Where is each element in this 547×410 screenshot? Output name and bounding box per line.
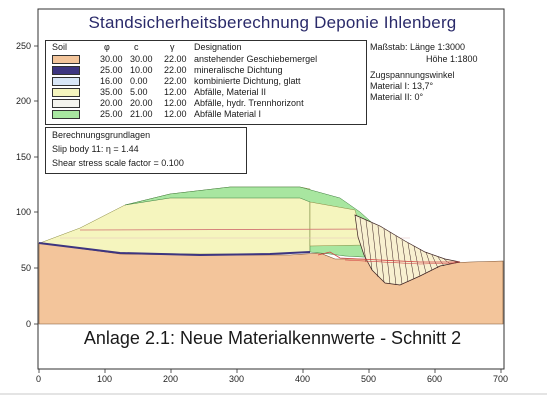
x-tick-label: 700 <box>493 374 509 384</box>
red-slip-line-2 <box>344 259 456 265</box>
y-tick-label: 150 <box>16 152 32 162</box>
legend-gamma: 22.00 <box>164 65 187 75</box>
legend-designation: anstehender Geschiebemergel <box>194 54 318 64</box>
legend-swatch <box>52 66 80 75</box>
legend-swatch <box>52 88 80 97</box>
legend-designation: Abfälle, Material II <box>194 87 267 97</box>
legend-designation: mineralische Dichtung <box>194 65 283 75</box>
mineral-seal <box>38 242 311 257</box>
legend-c: 20.00 <box>130 98 153 108</box>
legend-designation: Abfälle Material I <box>194 109 262 119</box>
legend-gamma: 12.00 <box>164 87 187 97</box>
soil-legend: Soil φ c γ Designation 30.00 30.00 22.00 an… <box>45 40 367 125</box>
x-tick-label: 0 <box>36 374 42 384</box>
tension-line-1: Material I: 13,7° <box>370 81 434 91</box>
basis-scale-factor: Shear stress scale factor = 0.100 <box>52 158 184 168</box>
legend-header-c: c <box>134 42 139 52</box>
legend-header-soil: Soil <box>52 42 68 52</box>
scale-line-1: Maßstab: Länge 1:3000 <box>370 42 466 52</box>
x-tick-label: 200 <box>163 374 179 384</box>
y-tick-label: 50 <box>21 263 32 273</box>
scale-line-2: Höhe 1:1800 <box>426 54 478 64</box>
separation-line <box>79 228 381 231</box>
figure-caption: Anlage 2.1: Neue Materialkennwerte - Sch… <box>83 328 462 348</box>
tension-line-2: Material II: 0° <box>370 92 424 102</box>
legend-swatch <box>52 99 80 108</box>
legend-phi: 16.00 <box>100 76 123 86</box>
legend-c: 30.00 <box>130 54 153 64</box>
basis-slip-body: Slip body 11: η = 1.44 <box>52 144 139 154</box>
basis-title: Berechnungsgrundlagen <box>52 130 151 140</box>
legend-phi: 35.00 <box>100 87 123 97</box>
legend-header-phi: φ <box>104 42 110 52</box>
red-slip-line <box>317 251 460 263</box>
legend-c: 5.00 <box>130 87 148 97</box>
legend-phi: 20.00 <box>100 98 123 108</box>
x-tick-label: 400 <box>295 374 311 384</box>
x-tick-label: 100 <box>97 374 113 384</box>
x-tick-label: 600 <box>427 374 443 384</box>
page-title: Standsicherheitsberechnung Deponie Ihlen… <box>88 13 457 32</box>
legend-header-gamma: γ <box>170 42 175 52</box>
slip-slices <box>359 217 451 286</box>
calculation-basis-box: Berechnungsgrundlagen Slip body 11: η = … <box>45 127 247 174</box>
legend-phi: 30.00 <box>100 54 123 64</box>
legend-c: 21.00 <box>130 109 153 119</box>
legend-designation: kombinierte Dichtung, glatt <box>194 76 301 86</box>
x-axis-ticks <box>38 369 502 373</box>
legend-gamma: 12.00 <box>164 109 187 119</box>
legend-swatch <box>52 77 80 86</box>
y-tick-label: 250 <box>16 41 32 51</box>
legend-header-designation: Designation <box>194 42 242 52</box>
legend-gamma: 12.00 <box>164 98 187 108</box>
legend-c: 10.00 <box>130 65 153 75</box>
legend-phi: 25.00 <box>100 109 123 119</box>
tension-title: Zugspannungswinkel <box>370 70 455 80</box>
x-tick-label: 300 <box>229 374 245 384</box>
y-tick-label: 100 <box>16 207 32 217</box>
legend-swatch <box>52 55 80 64</box>
legend-gamma: 22.00 <box>164 76 187 86</box>
legend-designation: Abfälle, hydr. Trennhorizont <box>194 98 304 108</box>
y-tick-label: 0 <box>26 319 32 329</box>
x-tick-label: 500 <box>361 374 377 384</box>
legend-phi: 25.00 <box>100 65 123 75</box>
legend-gamma: 22.00 <box>164 54 187 64</box>
y-tick-label: 200 <box>16 96 32 106</box>
y-axis-ticks <box>34 45 38 325</box>
legend-c: 0.00 <box>130 76 148 86</box>
legend-swatch <box>52 110 80 119</box>
